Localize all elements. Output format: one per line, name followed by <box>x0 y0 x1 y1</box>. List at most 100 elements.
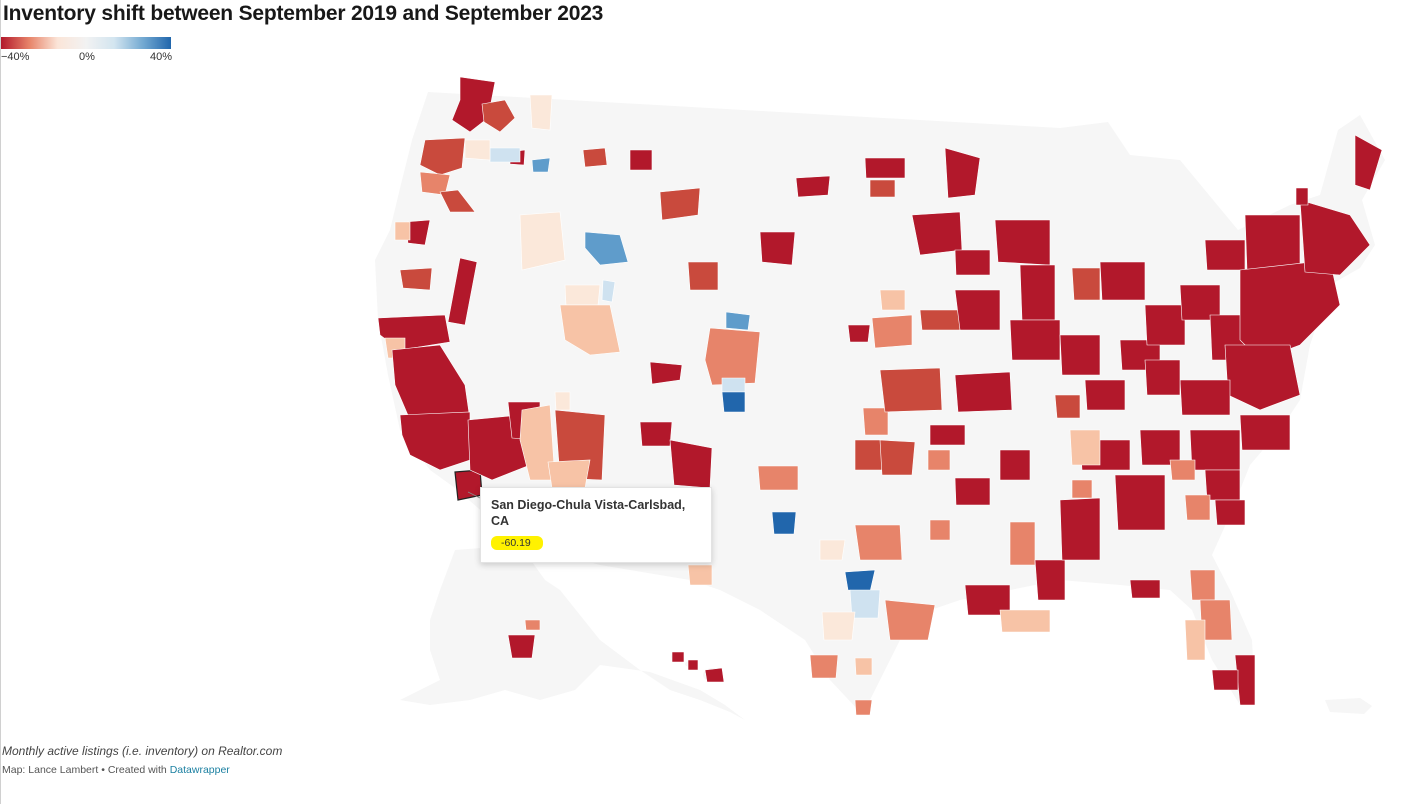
metro-utah-north[interactable] <box>564 284 601 306</box>
metro-vermont[interactable] <box>1295 187 1309 206</box>
metro-el-paso[interactable] <box>687 564 713 586</box>
metro-rapid-city[interactable] <box>759 231 796 266</box>
metro-maine[interactable] <box>1354 134 1383 191</box>
metro-memphis[interactable] <box>999 449 1031 481</box>
metro-utah-central[interactable] <box>559 304 621 356</box>
metro-greenville[interactable] <box>1169 459 1196 481</box>
metro-lincoln[interactable] <box>847 324 871 343</box>
metro-farmington[interactable] <box>639 421 673 447</box>
metro-jackson-ms[interactable] <box>1009 521 1036 566</box>
metro-portland[interactable] <box>419 137 466 176</box>
metro-west-virginia[interactable] <box>1069 429 1101 466</box>
metro-charleston[interactable] <box>1214 499 1246 526</box>
metro-new-england[interactable] <box>1299 199 1371 276</box>
metro-chicago[interactable] <box>1009 319 1061 361</box>
metro-albuquerque[interactable] <box>669 439 713 489</box>
metro-alaska-fairbanks[interactable] <box>524 619 541 631</box>
metro-lubbock[interactable] <box>771 511 797 535</box>
metro-abilene[interactable] <box>844 569 876 593</box>
metro-grand-junction[interactable] <box>649 361 683 385</box>
metro-tampa[interactable] <box>1184 619 1206 661</box>
metro-colorado-springs[interactable] <box>721 377 746 393</box>
metro-wichita[interactable] <box>862 407 889 436</box>
metro-savannah[interactable] <box>1184 494 1211 521</box>
metro-idaho-south[interactable] <box>519 211 566 271</box>
metro-des-moines[interactable] <box>919 309 961 331</box>
metro-corpus[interactable] <box>854 657 873 676</box>
metro-atlanta[interactable] <box>1114 474 1166 531</box>
metro-louisville[interactable] <box>1084 379 1126 411</box>
metro-fargo[interactable] <box>864 157 906 179</box>
metro-kc[interactable] <box>879 367 943 413</box>
metro-san-antonio[interactable] <box>809 654 839 679</box>
metro-dallas[interactable] <box>854 524 903 561</box>
metro-omaha[interactable] <box>871 314 913 349</box>
metro-amarillo[interactable] <box>757 465 799 491</box>
metro-spokane[interactable] <box>481 99 516 133</box>
metro-tulsa[interactable] <box>879 439 916 476</box>
metro-montana-2[interactable] <box>629 149 653 171</box>
metro-utah-south[interactable] <box>554 391 571 411</box>
metro-virginia[interactable] <box>1179 379 1231 416</box>
metro-tallahassee[interactable] <box>1129 579 1161 599</box>
datawrapper-link[interactable]: Datawrapper <box>169 764 230 776</box>
metro-chico[interactable] <box>399 267 433 291</box>
metro-tricities[interactable] <box>489 147 521 163</box>
metro-grand-rapids[interactable] <box>1071 267 1101 301</box>
metro-buffalo[interactable] <box>1204 239 1246 271</box>
metro-st-louis[interactable] <box>954 371 1013 413</box>
metro-hawaii-big[interactable] <box>704 667 725 683</box>
metro-alaska-anchorage[interactable] <box>507 634 536 659</box>
metro-idaho-falls[interactable] <box>584 231 629 266</box>
metro-rochester-mn[interactable] <box>954 249 991 276</box>
metro-indianapolis[interactable] <box>1059 334 1101 376</box>
metro-montana-3[interactable] <box>529 94 553 131</box>
metro-minneapolis[interactable] <box>911 211 963 256</box>
metro-springfield-mo[interactable] <box>929 424 966 446</box>
metro-waco[interactable] <box>849 589 881 619</box>
metro-tucson[interactable] <box>547 459 591 489</box>
metro-roanoke[interactable] <box>1144 359 1181 396</box>
metro-boise[interactable] <box>531 157 551 173</box>
metro-milwaukee[interactable] <box>1019 264 1056 321</box>
metro-medford[interactable] <box>394 221 411 241</box>
metro-arizona-west[interactable] <box>519 404 556 481</box>
metro-charlotte[interactable] <box>1189 429 1241 471</box>
metro-la[interactable] <box>399 411 471 471</box>
metro-kentucky-east[interactable] <box>1054 394 1081 419</box>
metro-brownsville[interactable] <box>854 699 873 716</box>
metro-birmingham[interactable] <box>1059 497 1101 561</box>
metro-raleigh[interactable] <box>1239 414 1291 451</box>
metro-bismarck[interactable] <box>795 175 831 198</box>
metro-fort-collins[interactable] <box>725 311 751 331</box>
metro-madison[interactable] <box>994 219 1051 266</box>
metro-hawaii-maui[interactable] <box>687 659 699 671</box>
metro-reno[interactable] <box>447 257 478 326</box>
metro-houston[interactable] <box>884 599 936 641</box>
metro-shreveport[interactable] <box>929 519 951 541</box>
metro-wyoming-north[interactable] <box>659 187 701 221</box>
metro-bend[interactable] <box>439 189 476 213</box>
metro-utah-ogden[interactable] <box>601 279 616 303</box>
metro-fort-myers[interactable] <box>1211 669 1239 691</box>
metro-fargo-south[interactable] <box>869 179 896 198</box>
metro-midland[interactable] <box>819 539 846 561</box>
metro-walla[interactable] <box>464 139 491 161</box>
metro-iowa-east[interactable] <box>954 289 1001 331</box>
metro-duluth[interactable] <box>944 147 981 199</box>
metro-austin-area[interactable] <box>821 611 856 641</box>
metro-denver[interactable] <box>704 327 761 386</box>
metro-mobile[interactable] <box>1034 559 1066 601</box>
metro-miami[interactable] <box>1234 654 1256 706</box>
metro-hawaii-oahu[interactable] <box>671 651 685 663</box>
metro-casper[interactable] <box>687 261 719 291</box>
metro-little-rock[interactable] <box>954 477 991 506</box>
metro-montana-1[interactable] <box>582 147 608 168</box>
metro-pueblo[interactable] <box>721 391 746 413</box>
metro-huntsville[interactable] <box>1071 479 1093 499</box>
metro-columbus[interactable] <box>1144 304 1186 346</box>
metro-san-diego[interactable] <box>454 469 483 501</box>
metro-sioux-falls[interactable] <box>879 289 906 311</box>
metro-upstate-ny[interactable] <box>1244 214 1301 271</box>
